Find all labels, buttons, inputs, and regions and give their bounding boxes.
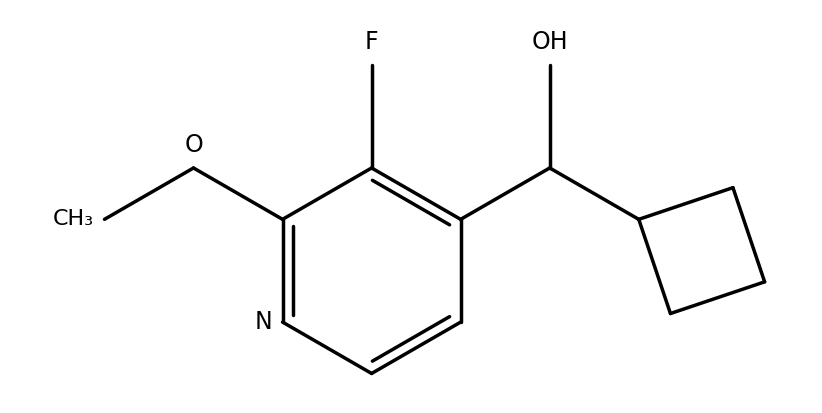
Text: OH: OH: [531, 30, 568, 54]
Text: CH₃: CH₃: [53, 209, 95, 229]
Text: N: N: [255, 310, 272, 334]
Text: F: F: [365, 30, 378, 54]
Text: O: O: [184, 133, 203, 157]
